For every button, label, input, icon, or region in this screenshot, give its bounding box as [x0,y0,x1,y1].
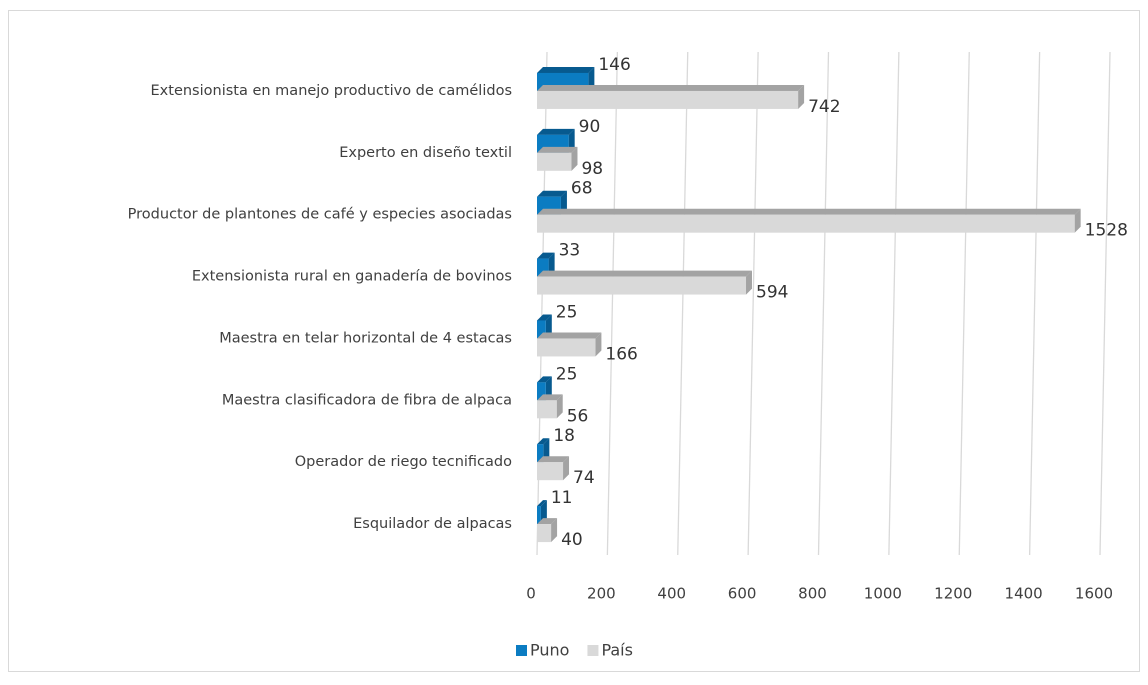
grid-line [677,51,689,556]
bar-side [595,332,602,357]
bar-top [537,252,555,259]
value-label: 11 [551,488,573,508]
bar-top [537,84,805,91]
bar-top [537,270,753,277]
legend-swatch [516,645,527,656]
bar [537,270,753,295]
value-label: 25 [556,364,578,384]
legend-swatch [587,645,599,656]
bar-front [537,152,572,171]
bar-top [537,394,563,401]
value-label: 40 [561,530,583,550]
value-label: 90 [579,117,601,137]
grid-line [888,51,900,556]
bar [537,394,563,419]
grid-line [817,51,830,556]
x-tick-label: 1200 [934,585,972,603]
bar-front [537,276,747,295]
x-tick-label: 1400 [1005,585,1043,603]
bar-front [537,524,552,543]
x-tick-label: 800 [798,585,827,603]
bar-top [537,500,547,507]
x-tick-label: 600 [728,585,757,603]
bar-side [571,146,578,171]
bar [537,208,1081,233]
x-tick-label: 400 [657,585,686,603]
bar-front [537,320,546,339]
bar-front [537,444,544,463]
bar-front [537,258,549,277]
grid-line [606,51,619,556]
value-label: 594 [756,283,788,303]
bar-top [537,456,570,463]
bar-front [537,400,557,419]
value-label: 68 [571,179,593,199]
bar-top [537,314,552,321]
value-label: 1528 [1085,221,1128,241]
value-label: 98 [581,159,603,179]
bar-front [537,90,799,109]
category-label: Maestra en telar horizontal de 4 estacas [219,330,512,346]
category-label: Extensionista en manejo productivo de ca… [151,83,512,99]
bar-top [537,128,575,135]
value-label: 18 [553,426,575,446]
grid-line [1099,51,1111,556]
bar [537,456,570,481]
legend-label: Puno [530,641,569,660]
bar-top [537,66,595,73]
x-tick-label: 1000 [864,585,902,603]
category-label: Experto en diseño textil [339,145,512,161]
bar-front [537,506,541,525]
bar-side [556,394,563,419]
bar-front [537,462,564,481]
bar-front [537,338,596,357]
value-label: 166 [605,344,637,364]
value-label: 25 [556,302,578,322]
bar [537,84,805,109]
category-label: Maestra clasificadora de fibra de alpaca [222,392,512,408]
x-tick-label: 0 [526,585,536,603]
bar-top [537,518,558,525]
value-label: 74 [573,468,595,488]
bar-top [537,208,1081,215]
bar-side [563,456,570,481]
x-tick-label: 1600 [1075,585,1113,603]
bar-top [537,332,602,339]
bar-side [551,518,558,543]
bar-top [537,438,550,445]
x-tick-label: 200 [587,585,616,603]
value-label: 33 [559,241,581,261]
legend-label: País [601,641,633,660]
category-label: Esquilador de alpacas [353,516,512,532]
bar-top [537,190,567,197]
value-label: 742 [808,97,840,117]
category-label: Operador de riego tecnificado [295,454,512,470]
bar-front [537,382,546,401]
category-label: Extensionista rural en ganadería de bovi… [192,269,512,285]
bar [537,518,558,543]
bar-side [1074,208,1081,233]
value-label: 56 [567,406,589,426]
bar-top [537,376,552,383]
bar-side [798,84,805,109]
value-label: 146 [598,55,630,75]
grid-line [958,51,970,556]
bar [537,332,602,357]
bar-front [537,214,1075,233]
grid-line [1028,51,1041,556]
bar-top [537,146,578,153]
bar [537,146,578,171]
bar-side [746,270,753,295]
category-label: Productor de plantones de café y especie… [128,207,512,223]
grid-line [747,51,759,556]
